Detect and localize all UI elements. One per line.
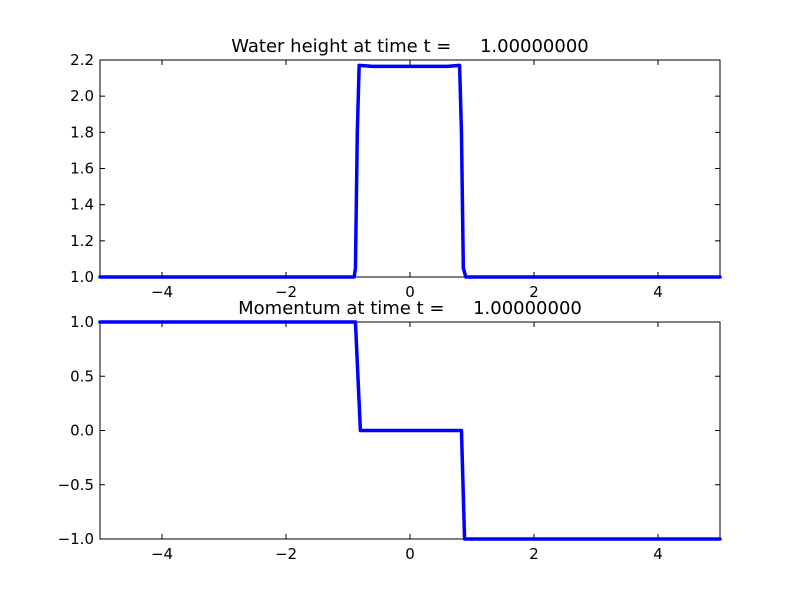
momentum-xtick-label: 2 bbox=[529, 545, 539, 563]
momentum-xtick-label: −4 bbox=[151, 545, 173, 563]
water-height-xtick-label: 2 bbox=[529, 283, 539, 301]
water-height-ytick-label: 2.0 bbox=[70, 87, 94, 105]
water-height-ytick-label: 1.2 bbox=[70, 232, 94, 250]
momentum-xtick-label: 0 bbox=[405, 545, 415, 563]
momentum-ytick-label: 1.0 bbox=[70, 313, 94, 331]
water-height-tick-labels: −4 −2 0 2 4 1.0 1.2 1.4 1.6 1.8 2.0 2.2 bbox=[70, 51, 663, 301]
water-height-xtick-label: −2 bbox=[275, 283, 297, 301]
momentum-tick-labels: −4 −2 0 2 4 −1.0 −0.5 0.0 0.5 1.0 bbox=[58, 313, 663, 563]
water-height-ytick-label: 1.6 bbox=[70, 160, 94, 178]
momentum-ytick-label: 0.5 bbox=[70, 367, 94, 385]
water-height-xtick-label: −4 bbox=[151, 283, 173, 301]
water-height-xtick-label: 4 bbox=[653, 283, 663, 301]
momentum-xtick-label: 4 bbox=[653, 545, 663, 563]
water-height-line bbox=[98, 63, 722, 279]
water-height-ytick-label: 1.8 bbox=[70, 123, 94, 141]
water-height-ytick-label: 2.2 bbox=[70, 51, 94, 69]
momentum-panel: Momentum at time t = 1.00000000 −4 −2 0 2 4−… bbox=[58, 298, 722, 563]
momentum-xtick-label: −2 bbox=[275, 545, 297, 563]
momentum-ytick-label: −0.5 bbox=[58, 476, 94, 494]
momentum-line bbox=[98, 320, 722, 541]
water-height-ytick-label: 1.4 bbox=[70, 196, 94, 214]
momentum-title: Momentum at time t = 1.00000000 bbox=[238, 298, 582, 319]
water-height-ytick-label: 1.0 bbox=[70, 268, 94, 286]
water-height-xtick-label: 0 bbox=[405, 283, 415, 301]
momentum-ytick-label: 0.0 bbox=[70, 422, 94, 440]
momentum-ytick-label: −1.0 bbox=[58, 530, 94, 548]
water-height-title: Water height at time t = 1.00000000 bbox=[231, 36, 589, 57]
water-height-panel: Water height at time t = 1.00000000 −4 −2… bbox=[70, 36, 722, 301]
